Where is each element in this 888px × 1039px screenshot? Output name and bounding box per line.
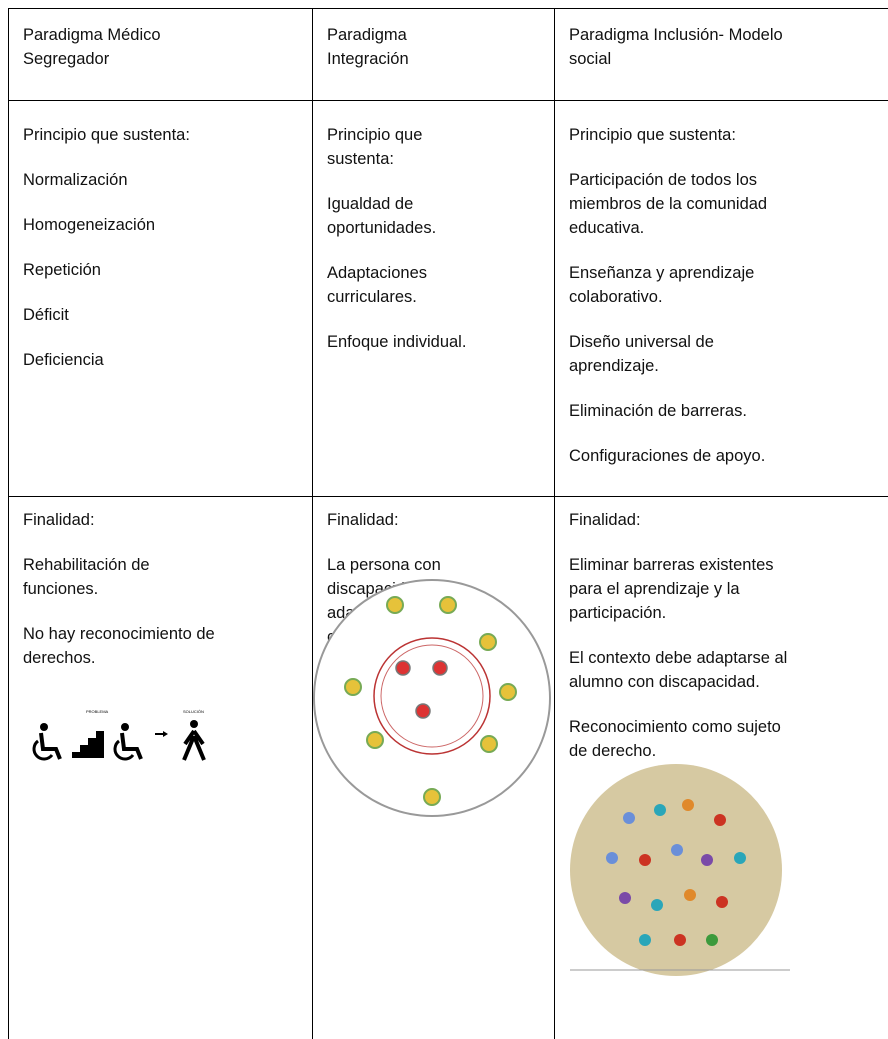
inclusion-diagram: [570, 764, 790, 976]
problem-solution-icons: PROBLEMA SOLUCIÓN: [34, 709, 204, 760]
walking-icon: [184, 720, 204, 760]
stairs-icon: [72, 731, 104, 758]
wheelchair-icon: [115, 723, 141, 759]
arrow-head: [163, 731, 168, 737]
figure-label: PROBLEMA: [86, 709, 109, 714]
integration-diagram: [314, 580, 550, 816]
figure-label: SOLUCIÓN: [183, 709, 204, 714]
wheelchair-icon: [34, 723, 60, 759]
